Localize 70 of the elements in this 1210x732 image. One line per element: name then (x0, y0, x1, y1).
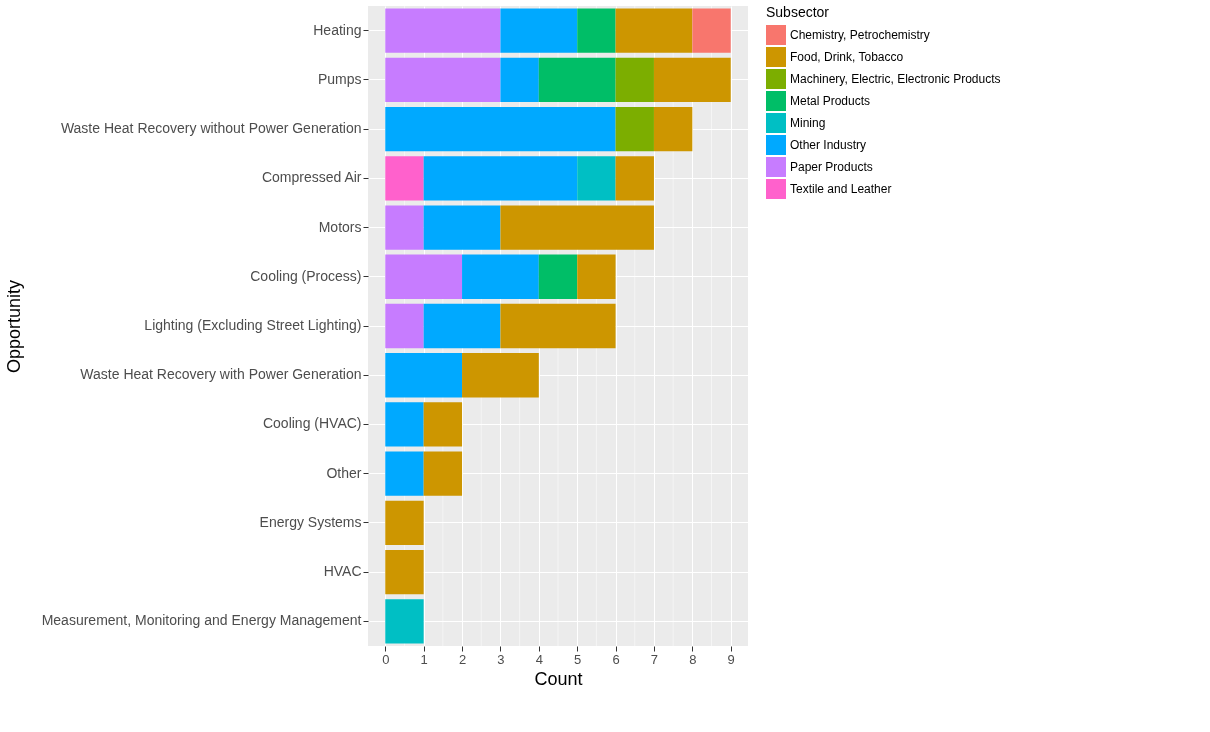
bar (577, 156, 616, 201)
bar (538, 57, 616, 102)
y-tick-label: Lighting (Excluding Street Lighting) (144, 317, 362, 333)
bar (385, 8, 501, 53)
bar (500, 57, 539, 102)
bar (500, 303, 616, 349)
x-axis-title: Count (534, 668, 583, 689)
y-tick-label: Compressed Air (261, 169, 362, 186)
legend-label: Paper Products (790, 160, 873, 174)
bar (385, 451, 424, 496)
bar (577, 254, 616, 299)
bar (423, 303, 501, 349)
bar (423, 205, 501, 250)
y-tick-label: Waste Heat Recovery without Power Generation (60, 120, 362, 137)
y-tick-label: Energy Systems (259, 513, 362, 530)
bar (385, 550, 424, 595)
x-tick-label: 8 (689, 651, 697, 667)
x-tick-label: 9 (727, 651, 735, 667)
y-tick-label: HVAC (323, 563, 362, 580)
x-tick-label: 4 (535, 651, 543, 667)
bar (653, 106, 693, 152)
bar (385, 500, 424, 546)
bar (385, 599, 424, 644)
x-tick-label: 1 (420, 651, 428, 667)
y-tick-label: Cooling (HVAC) (262, 415, 362, 432)
y-tick-label: Motors (318, 218, 362, 235)
bar (615, 57, 654, 102)
bar (385, 254, 463, 299)
bar (615, 8, 693, 53)
bar (385, 57, 501, 102)
legend-label: Machinery, Electric, Electronic Products (790, 72, 1001, 86)
bar (692, 8, 731, 53)
x-tick-label: 2 (458, 651, 467, 667)
bar (577, 8, 616, 53)
bar (615, 106, 654, 152)
bar (500, 8, 578, 53)
bar (423, 156, 578, 201)
x-tick-label: 6 (612, 651, 620, 667)
legend-label: Other Industry (790, 138, 867, 152)
bar (538, 254, 578, 299)
bar (385, 106, 616, 152)
bar (500, 205, 654, 250)
legend-label: Metal Products (790, 94, 871, 108)
x-tick-label: 5 (574, 651, 582, 667)
bar (462, 254, 539, 299)
bar (423, 402, 463, 447)
y-tick-label: Measurement, Monitoring and Energy Management (41, 612, 362, 629)
bar (462, 353, 539, 398)
legend-label: Mining (790, 116, 826, 130)
y-tick-label: Other (326, 464, 362, 481)
y-tick-label: Heating (313, 21, 362, 38)
legend-label: Food, Drink, Tobacco (790, 50, 904, 64)
bar (653, 57, 731, 102)
bar (385, 402, 424, 447)
y-tick-label: Waste Heat Recovery with Power Generation (80, 366, 362, 383)
bar (385, 303, 424, 349)
x-tick-label: 7 (650, 651, 659, 667)
y-tick-label: Cooling (Process) (250, 267, 362, 284)
y-axis-title: Opportunity (3, 279, 24, 374)
bar (385, 205, 424, 250)
y-tick-label: Pumps (317, 70, 362, 87)
bar (423, 451, 463, 496)
x-tick-label: 0 (382, 651, 390, 667)
legend-label: Chemistry, Petrochemistry (790, 28, 930, 42)
x-tick-label: 3 (497, 651, 505, 667)
legend-label: Textile and Leather (790, 182, 892, 196)
bar (385, 353, 463, 398)
legend-title: Subsector (766, 4, 830, 20)
bar (385, 156, 424, 201)
bar (615, 156, 654, 201)
